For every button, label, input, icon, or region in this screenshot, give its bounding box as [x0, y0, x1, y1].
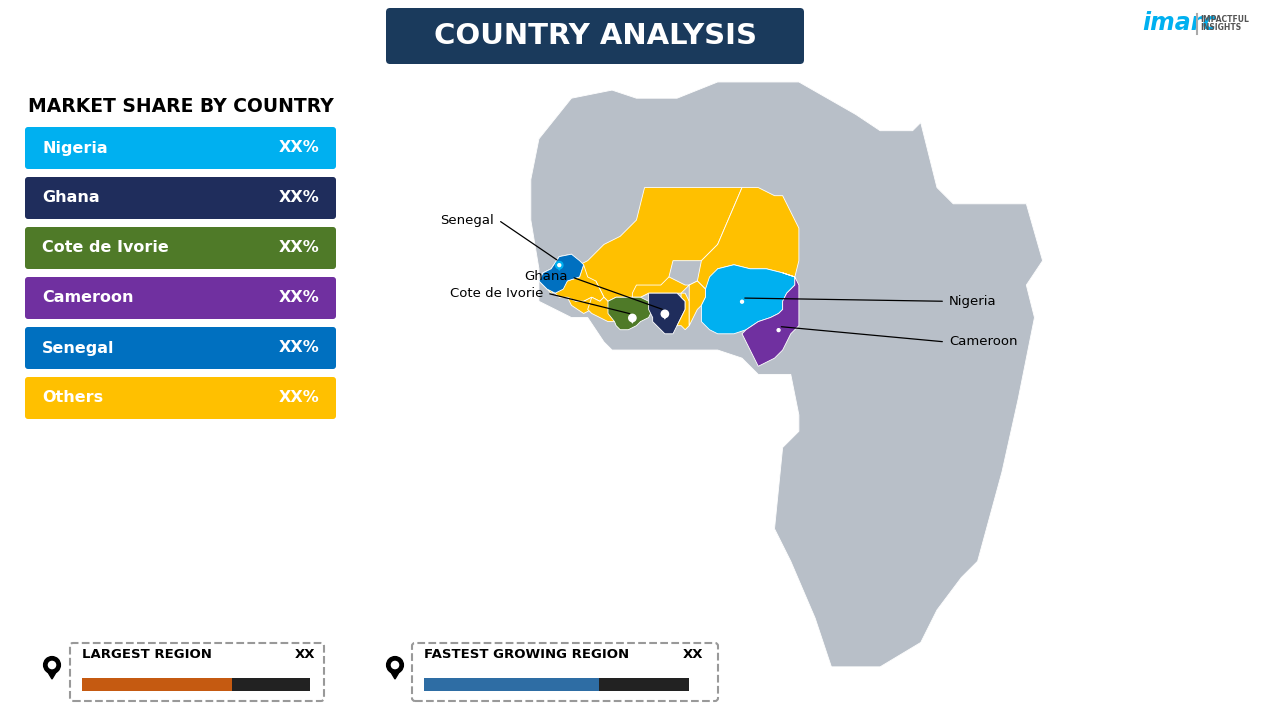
Circle shape [556, 261, 563, 269]
Bar [82, 678, 232, 691]
Text: Nigeria: Nigeria [950, 294, 997, 307]
Bar [82, 678, 310, 691]
Text: MARKET SHARE BY COUNTRY: MARKET SHARE BY COUNTRY [28, 96, 334, 115]
Circle shape [392, 662, 398, 669]
Polygon shape [531, 82, 1043, 667]
Text: IMPACTFUL: IMPACTFUL [1201, 16, 1249, 24]
Circle shape [558, 264, 561, 266]
Polygon shape [742, 273, 799, 366]
FancyBboxPatch shape [26, 127, 335, 169]
Text: XX%: XX% [278, 290, 319, 305]
FancyBboxPatch shape [26, 377, 335, 419]
Circle shape [663, 312, 667, 315]
Text: Others: Others [42, 390, 104, 405]
Text: COUNTRY ANALYSIS: COUNTRY ANALYSIS [434, 22, 756, 50]
Text: Cote de Ivorie: Cote de Ivorie [449, 287, 543, 300]
Text: XX%: XX% [278, 341, 319, 356]
Text: XX%: XX% [278, 191, 319, 205]
Polygon shape [628, 318, 636, 324]
FancyBboxPatch shape [26, 277, 335, 319]
Circle shape [777, 328, 780, 332]
Text: INSIGHTS: INSIGHTS [1201, 24, 1242, 32]
Polygon shape [547, 281, 563, 293]
Polygon shape [774, 330, 782, 336]
Polygon shape [662, 314, 668, 320]
FancyBboxPatch shape [26, 327, 335, 369]
Text: Cote de Ivorie: Cote de Ivorie [42, 240, 169, 256]
Circle shape [49, 662, 55, 669]
Polygon shape [556, 265, 563, 271]
Circle shape [739, 298, 746, 305]
Text: LARGEST REGION: LARGEST REGION [82, 649, 212, 662]
Polygon shape [567, 297, 591, 313]
FancyBboxPatch shape [26, 177, 335, 219]
Bar [424, 678, 599, 691]
Circle shape [387, 657, 403, 673]
Text: Ghana: Ghana [42, 191, 100, 205]
Polygon shape [556, 265, 604, 301]
Polygon shape [588, 297, 616, 322]
Text: XX%: XX% [278, 140, 319, 156]
FancyBboxPatch shape [70, 643, 324, 701]
Polygon shape [539, 254, 584, 293]
Text: Cameroon: Cameroon [950, 336, 1018, 348]
Circle shape [631, 317, 634, 320]
Polygon shape [608, 297, 653, 330]
Polygon shape [739, 302, 746, 307]
Text: XX: XX [294, 649, 315, 662]
Circle shape [662, 310, 668, 318]
Circle shape [628, 315, 636, 322]
Text: XX%: XX% [278, 240, 319, 256]
Text: Cameroon: Cameroon [42, 290, 133, 305]
FancyBboxPatch shape [387, 8, 804, 64]
FancyBboxPatch shape [412, 643, 718, 701]
Bar [424, 678, 689, 691]
Polygon shape [649, 293, 685, 334]
Polygon shape [689, 281, 705, 325]
Text: Senegal: Senegal [440, 214, 494, 227]
Text: FASTEST GROWING REGION: FASTEST GROWING REGION [424, 649, 630, 662]
Polygon shape [632, 277, 701, 297]
Text: XX: XX [682, 649, 703, 662]
Polygon shape [44, 665, 60, 679]
Text: XX%: XX% [278, 390, 319, 405]
Polygon shape [677, 293, 689, 330]
Text: Nigeria: Nigeria [42, 140, 108, 156]
FancyBboxPatch shape [26, 227, 335, 269]
Circle shape [741, 300, 744, 303]
Polygon shape [387, 665, 403, 679]
Circle shape [774, 326, 782, 334]
Polygon shape [539, 188, 742, 301]
Text: Ghana: Ghana [524, 271, 567, 284]
Polygon shape [701, 265, 795, 334]
Polygon shape [698, 188, 799, 289]
Circle shape [44, 657, 60, 673]
Polygon shape [531, 82, 1043, 667]
Text: Senegal: Senegal [42, 341, 114, 356]
Text: imarc: imarc [1142, 11, 1216, 35]
